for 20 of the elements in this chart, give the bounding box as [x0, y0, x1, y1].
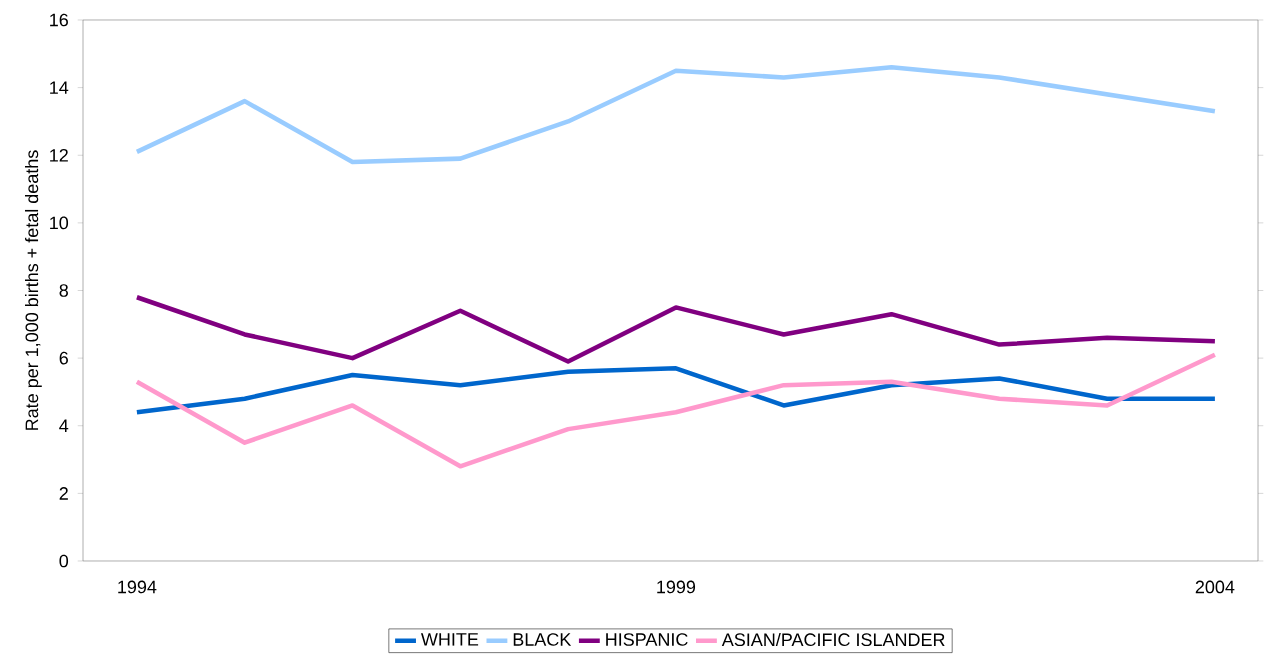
y-tick-label: 16 — [50, 13, 68, 27]
y-tick-label: 2 — [59, 487, 68, 500]
y-tick-label: 10 — [50, 216, 69, 230]
legend-label: ASIAN/PACIFIC ISLANDER — [721, 632, 945, 647]
y-tick-label: 4 — [59, 419, 69, 432]
y-tick-label: 0 — [59, 554, 69, 568]
y-tick-label: 6 — [59, 351, 68, 365]
legend-label: HISPANIC — [606, 633, 688, 646]
y-tick-label: 12 — [50, 148, 68, 162]
line-series — [134, 366, 1218, 415]
y-axis-title: Rate per 1,000 births + fetal deaths — [25, 150, 42, 430]
x-tick-label: 1994 — [118, 580, 157, 594]
legend-label: BLACK — [513, 633, 572, 646]
y-tick-label: 8 — [59, 284, 68, 297]
x-tick-label: 2004 — [1195, 580, 1235, 594]
legend-label: WHITE — [420, 633, 479, 646]
x-tick-label: 1999 — [657, 580, 696, 594]
y-tick-label: 14 — [50, 81, 69, 94]
line-series — [134, 294, 1218, 364]
line-series — [134, 352, 1218, 469]
